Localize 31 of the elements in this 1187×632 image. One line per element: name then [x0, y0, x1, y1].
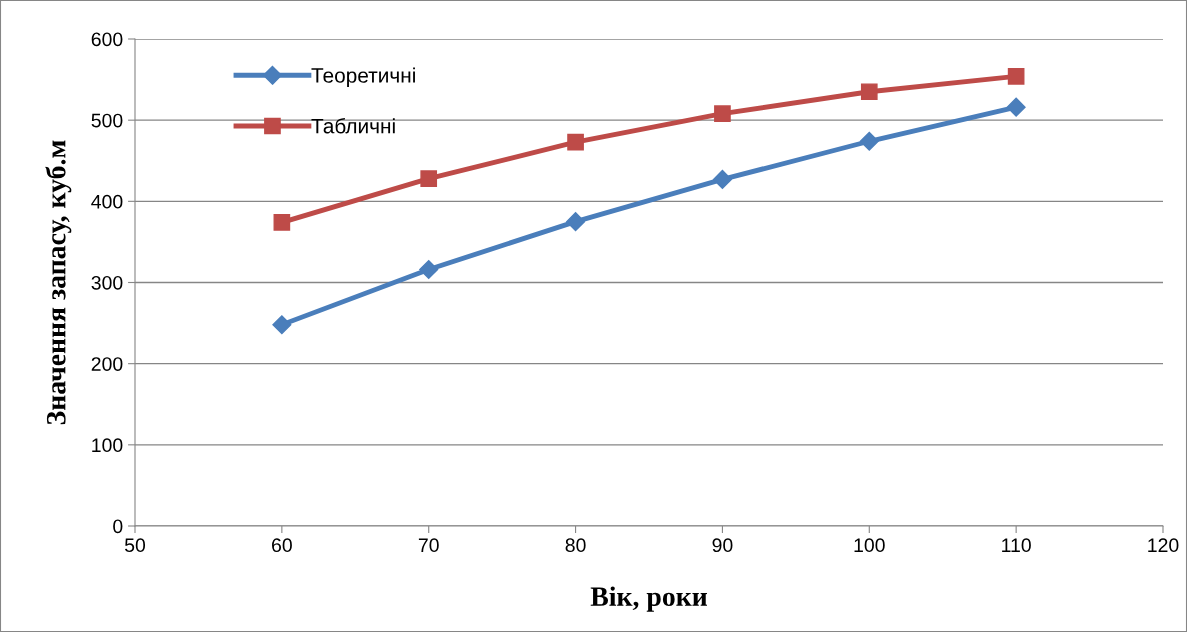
point — [859, 131, 879, 151]
point — [567, 133, 584, 151]
point — [1007, 68, 1025, 85]
y-tick-label: 300 — [91, 275, 123, 290]
x-tick-label: 110 — [1002, 538, 1031, 553]
x-tick-label: 80 — [565, 538, 586, 553]
point — [1006, 97, 1026, 117]
point — [419, 259, 439, 280]
y-tick-label: 200 — [91, 357, 123, 371]
x-tick-label: 70 — [418, 538, 439, 553]
point — [272, 315, 292, 335]
x-tick-label: 100 — [854, 538, 885, 553]
y-tick-label: 400 — [91, 194, 123, 209]
x-axis-title: Вік, роки — [590, 586, 708, 612]
y-tick-label: 600 — [91, 32, 123, 47]
point — [420, 170, 438, 187]
legend-label: Теоретичні — [311, 67, 415, 87]
point — [566, 212, 586, 232]
x-tick-label: 60 — [272, 538, 292, 553]
point — [712, 169, 732, 189]
y-tick-label: 500 — [91, 113, 123, 128]
point — [714, 105, 731, 123]
point — [273, 214, 291, 231]
x-tick-label: 90 — [712, 538, 733, 553]
y-tick-label: 100 — [92, 438, 123, 453]
x-tick-label: 120 — [1148, 538, 1179, 553]
y-axis-title: Значення запасу, куб.м — [45, 140, 72, 425]
x-tick-label: 50 — [124, 538, 146, 553]
point — [860, 83, 878, 101]
y-tick-label: 0 — [113, 519, 123, 534]
legend-label: Табличні — [311, 117, 395, 134]
